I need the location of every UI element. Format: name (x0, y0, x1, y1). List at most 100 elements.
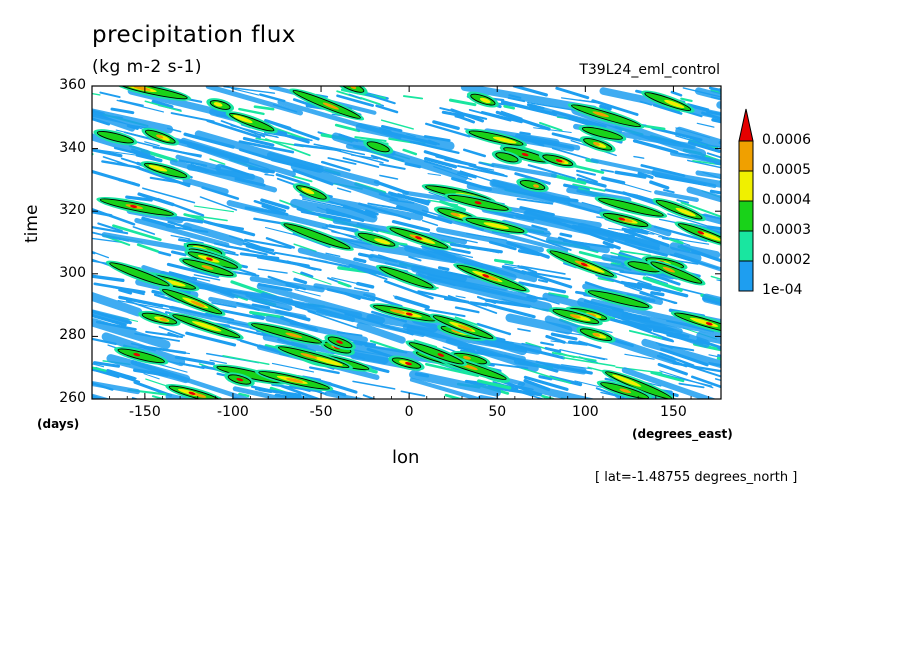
band (528, 103, 623, 134)
streak (118, 288, 133, 295)
streak (751, 331, 779, 338)
streak (636, 281, 689, 298)
streak (538, 375, 553, 381)
band (262, 334, 336, 355)
x-axis-label: lon (392, 447, 420, 468)
streak (370, 154, 389, 162)
streak (142, 187, 196, 204)
streak (263, 131, 313, 142)
streak (595, 273, 643, 291)
band (445, 338, 526, 361)
x-tick-label: -50 (309, 404, 333, 420)
band (490, 162, 558, 178)
streak (238, 392, 250, 398)
streak (264, 173, 275, 177)
colorbar-segment (738, 140, 754, 172)
streak (308, 257, 351, 268)
rain-cell (546, 248, 618, 279)
x-tick-label: 50 (488, 404, 507, 420)
streak (327, 157, 357, 165)
streak (450, 108, 485, 123)
streak (581, 201, 602, 209)
rain-cell (465, 128, 527, 148)
streak (678, 382, 705, 389)
streak (92, 363, 105, 368)
streak (354, 136, 387, 142)
cell-level-4 (664, 99, 685, 109)
rain-cell (429, 313, 497, 341)
band (92, 108, 174, 134)
streak (111, 285, 145, 296)
streak (425, 362, 480, 378)
streak (575, 290, 588, 296)
streak (624, 284, 676, 305)
rain-cell (247, 321, 326, 346)
streak (183, 213, 205, 221)
streak (292, 168, 334, 186)
streak (727, 350, 764, 361)
band (695, 170, 721, 179)
streak (523, 375, 569, 391)
band (654, 190, 699, 203)
streak (292, 98, 318, 109)
streak (211, 301, 237, 308)
cell-level-6 (697, 230, 705, 235)
streak (254, 133, 278, 138)
cell-level-4 (483, 222, 509, 229)
colorbar-segment (738, 200, 754, 232)
streak (709, 189, 721, 195)
rain-cell (641, 90, 695, 113)
chart-units: (kg m-2 s-1) (92, 57, 203, 77)
streak (95, 149, 147, 157)
streak (747, 121, 773, 124)
streak (669, 237, 684, 245)
streak (193, 274, 221, 281)
streak (448, 98, 477, 107)
band (249, 276, 325, 293)
streak (157, 197, 205, 217)
streak (249, 310, 285, 319)
rain-cell (138, 310, 181, 327)
rain-cell (386, 225, 452, 251)
band (577, 222, 702, 263)
cell-level-4 (213, 102, 223, 107)
streak (503, 104, 516, 110)
x-tick-label: 100 (571, 404, 599, 420)
cell-level-6 (437, 353, 445, 357)
streak (533, 127, 572, 134)
streak (132, 226, 156, 235)
cell-level-3 (117, 348, 165, 364)
streak (112, 224, 162, 242)
streak (119, 99, 144, 107)
streak (454, 306, 480, 314)
rain-cell (292, 183, 331, 202)
streak (449, 242, 503, 254)
cell-level-4 (301, 187, 315, 195)
cell-level-6 (555, 159, 563, 163)
cell-level-6 (130, 204, 138, 208)
streak (619, 320, 674, 342)
streak (478, 161, 495, 168)
streak (741, 357, 787, 370)
streak (600, 168, 615, 173)
streak (444, 393, 465, 399)
streak (208, 221, 244, 231)
streak (537, 279, 549, 283)
y-axis-units: (days) (37, 417, 80, 431)
band (101, 332, 186, 367)
streak (402, 95, 424, 100)
streak (511, 388, 545, 399)
streak (602, 241, 621, 250)
streak (185, 331, 237, 347)
x-tick-label: 150 (660, 404, 687, 420)
streak (619, 250, 652, 257)
rain-cell (224, 372, 255, 387)
streak (518, 281, 567, 294)
streak (92, 148, 123, 158)
streak (365, 209, 379, 216)
streak (680, 97, 693, 103)
cell-level-3 (408, 342, 464, 365)
streak (92, 368, 120, 379)
streak (168, 271, 198, 281)
